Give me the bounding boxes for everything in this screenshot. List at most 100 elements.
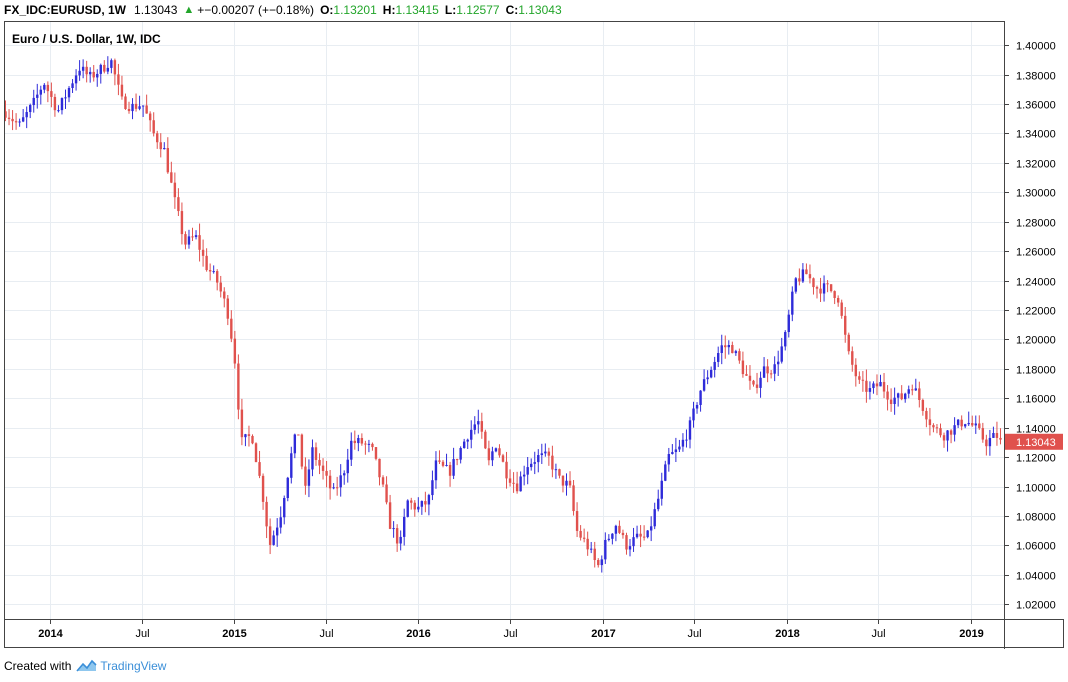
candle-body	[208, 270, 212, 272]
candle-body	[889, 399, 893, 405]
candle-body	[882, 381, 886, 392]
candle-body	[124, 96, 127, 110]
candle-body	[438, 460, 441, 462]
candle-body	[674, 449, 678, 453]
candle-body	[946, 430, 949, 441]
candle-body	[992, 433, 995, 438]
candle-body	[967, 423, 970, 425]
candle-body	[194, 235, 198, 238]
candle-body	[769, 373, 773, 375]
candle-body	[346, 459, 349, 474]
candle-body	[798, 278, 801, 282]
candle-body	[508, 478, 512, 483]
candle-body	[64, 97, 67, 99]
candle-body	[36, 94, 39, 98]
candle-body	[794, 278, 798, 292]
candle-body	[71, 83, 74, 88]
candle-body	[971, 423, 974, 426]
candle-body	[198, 235, 201, 250]
candle-body	[759, 377, 762, 388]
candle-body	[932, 425, 935, 428]
candle-body	[159, 142, 162, 150]
candle-body	[819, 288, 822, 294]
candle-body	[477, 421, 480, 425]
candle-body	[57, 110, 60, 112]
candle-body	[833, 291, 836, 298]
low-value: 1.12577	[456, 3, 500, 17]
candle-body	[974, 423, 977, 426]
candle-body	[872, 383, 875, 389]
candle-body	[815, 287, 819, 289]
candle-body	[681, 439, 685, 447]
close-label: C:	[505, 3, 519, 17]
candle-body	[191, 236, 194, 238]
candle-body	[300, 434, 304, 467]
candle-body	[618, 525, 621, 533]
candle-body	[92, 71, 95, 78]
candle-body	[297, 434, 300, 436]
candle-body	[420, 501, 424, 507]
candle-body	[547, 451, 551, 456]
candle-body	[695, 404, 699, 409]
candle-body	[780, 346, 783, 362]
y-tick-label: 1.22000	[1016, 306, 1056, 318]
y-tick-label: 1.30000	[1016, 188, 1056, 200]
candle-body	[893, 397, 896, 405]
candle-body	[177, 197, 180, 212]
candle-body	[607, 538, 611, 540]
tradingview-cloud-icon[interactable]	[75, 659, 97, 673]
candle-body	[261, 475, 265, 502]
candle-body	[921, 399, 925, 411]
candle-body	[858, 376, 861, 380]
chart-area[interactable]: 1.02000 1.04000 1.06000 1.08000 1.10000 1.120…	[4, 21, 1064, 649]
chart-title: Euro / U.S. Dollar, 1W, IDC	[12, 32, 161, 46]
candle-body	[935, 427, 939, 429]
candle-body	[593, 548, 596, 561]
candle-body	[963, 424, 967, 427]
y-tick-label: 1.10000	[1016, 483, 1056, 495]
candle-body	[911, 389, 914, 391]
candle-body	[702, 379, 706, 391]
y-tick-label: 1.26000	[1016, 247, 1056, 259]
high-label: H:	[382, 3, 396, 17]
candle-body	[582, 537, 586, 539]
candle-body	[462, 441, 466, 449]
candle-body	[628, 546, 632, 550]
candle-body	[589, 548, 593, 550]
candle-body	[187, 236, 191, 245]
chart-background	[4, 21, 1064, 649]
candle-body	[307, 469, 311, 486]
candle-body	[868, 388, 872, 392]
tradingview-brand[interactable]: TradingView	[100, 659, 167, 673]
candle-body	[134, 103, 138, 109]
candle-body	[575, 511, 579, 531]
candle-body	[805, 269, 808, 275]
y-tick-label: 1.32000	[1016, 159, 1056, 171]
candle-body	[579, 530, 582, 538]
x-tick-label: Jul	[503, 628, 517, 640]
candle-body	[632, 537, 635, 547]
y-tick-label: 1.24000	[1016, 277, 1056, 289]
candle-body	[776, 361, 780, 365]
candle-body	[649, 526, 653, 531]
candle-body	[512, 482, 515, 484]
candle-body	[395, 528, 399, 544]
candle-body	[762, 366, 766, 378]
candle-body	[660, 480, 663, 499]
candle-body	[688, 420, 692, 440]
price-chart[interactable]: 1.02000 1.04000 1.06000 1.08000 1.10000 1.120…	[4, 21, 1064, 649]
candle-body	[286, 477, 289, 499]
candle-body	[11, 118, 14, 122]
candle-body	[925, 410, 928, 420]
footer: Created with TradingView	[4, 659, 166, 673]
candle-body	[427, 495, 431, 505]
candle-body	[293, 434, 297, 454]
candle-body	[981, 428, 985, 440]
candle-body	[237, 363, 240, 410]
candle-body	[170, 172, 173, 183]
last-price: 1.13043	[134, 3, 178, 17]
candle-body	[53, 96, 57, 111]
symbol-label[interactable]: FX_IDC:EURUSD, 1W	[4, 3, 127, 17]
candle-body	[784, 332, 787, 347]
y-tick-label: 1.16000	[1016, 394, 1056, 406]
